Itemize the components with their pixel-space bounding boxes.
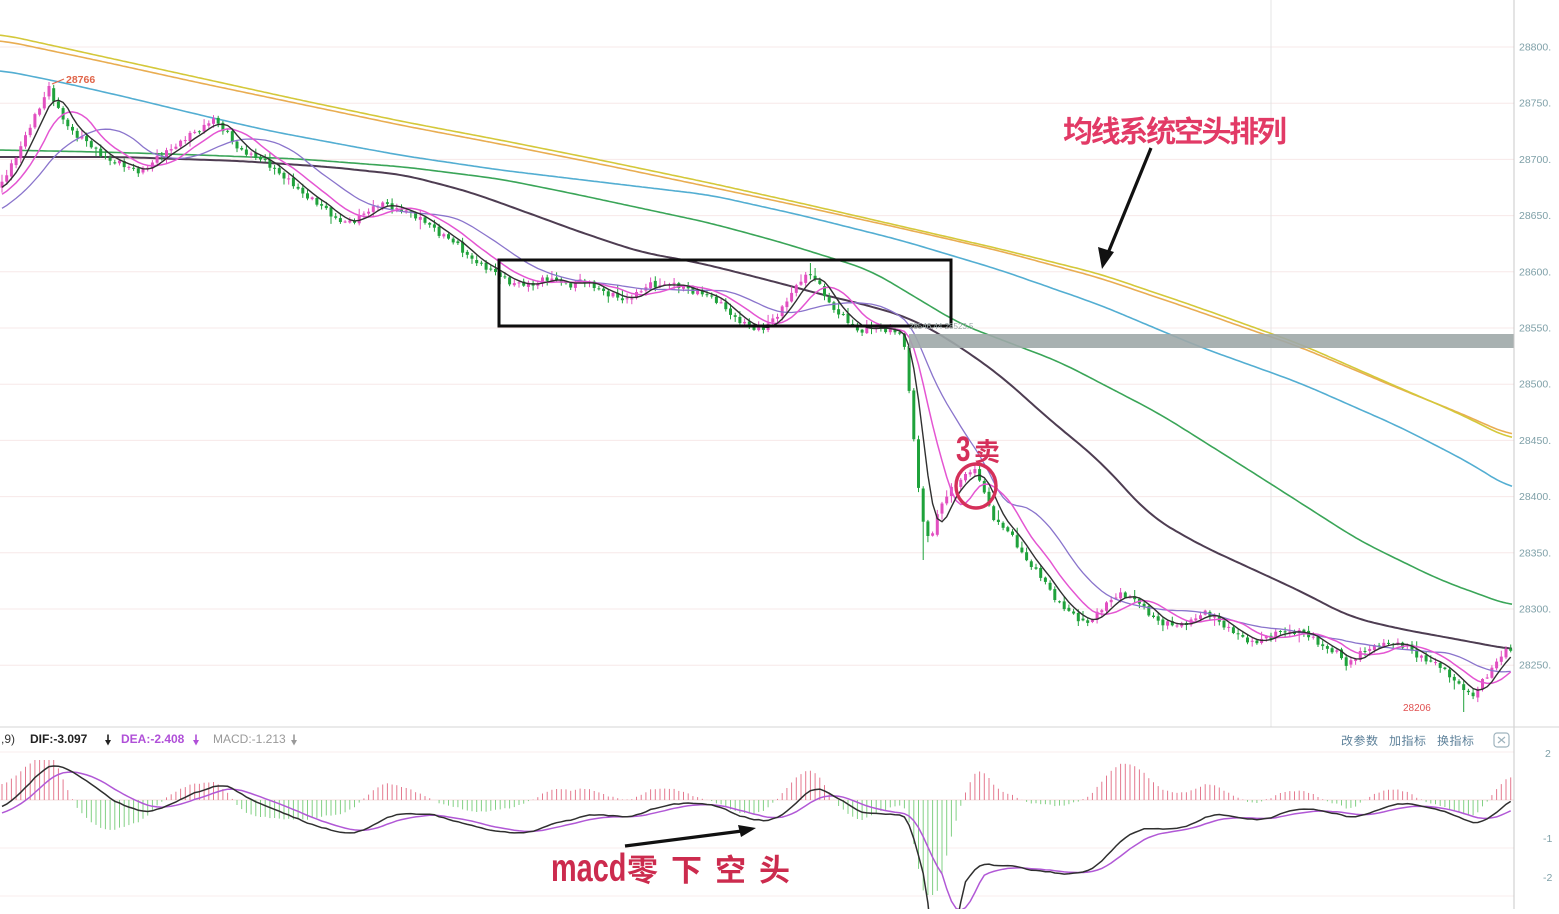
svg-text:28550.: 28550. bbox=[1519, 323, 1551, 335]
svg-text:MACD:-1.213: MACD:-1.213 bbox=[213, 732, 286, 746]
svg-text:28546.44 28523.5: 28546.44 28523.5 bbox=[909, 322, 974, 331]
svg-text:macd: macd bbox=[551, 847, 626, 890]
svg-text:28766: 28766 bbox=[66, 74, 95, 86]
svg-text:28250.: 28250. bbox=[1519, 660, 1551, 672]
svg-text:28450.: 28450. bbox=[1519, 435, 1551, 447]
svg-text:-1: -1 bbox=[1543, 833, 1552, 845]
svg-text:28700.: 28700. bbox=[1519, 154, 1551, 166]
svg-text:28300.: 28300. bbox=[1519, 604, 1551, 616]
svg-text:DIF:-3.097: DIF:-3.097 bbox=[30, 732, 88, 746]
svg-text:-2: -2 bbox=[1543, 872, 1552, 884]
svg-text:28350.: 28350. bbox=[1519, 547, 1551, 559]
svg-text:28650.: 28650. bbox=[1519, 210, 1551, 222]
svg-text:28500.: 28500. bbox=[1519, 379, 1551, 391]
svg-text:2: 2 bbox=[1545, 748, 1551, 760]
svg-text:28400.: 28400. bbox=[1519, 491, 1551, 503]
svg-text:28800.: 28800. bbox=[1519, 42, 1551, 54]
svg-text:,9): ,9) bbox=[1, 732, 15, 746]
svg-text:28206: 28206 bbox=[1403, 703, 1431, 714]
svg-text:3: 3 bbox=[956, 429, 970, 469]
svg-text:28600.: 28600. bbox=[1519, 266, 1551, 278]
svg-text:28750.: 28750. bbox=[1519, 98, 1551, 110]
svg-text:DEA:-2.408: DEA:-2.408 bbox=[121, 732, 185, 746]
